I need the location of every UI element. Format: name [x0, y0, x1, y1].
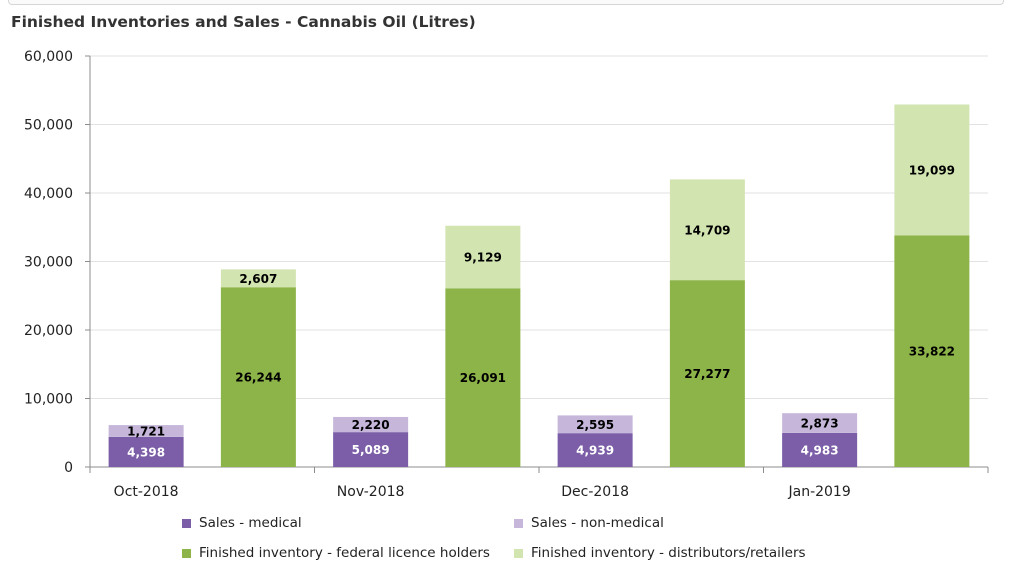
y-tick-label: 60,000 [24, 49, 73, 65]
data-label: 27,277 [684, 367, 730, 381]
x-tick-label: Jan-2019 [787, 484, 850, 500]
data-label: 2,595 [576, 418, 614, 432]
y-tick-label: 10,000 [24, 392, 73, 408]
data-label: 2,220 [352, 418, 390, 432]
data-label: 2,873 [801, 417, 839, 431]
bar-finished-inventory-distributors-retailers [669, 179, 745, 281]
bar-finished-inventory-federal-licence-holders [220, 287, 296, 467]
data-label: 5,089 [352, 443, 390, 457]
data-label: 4,983 [801, 443, 839, 457]
bar-sales-non-medical [333, 416, 409, 433]
x-tick-label: Nov-2018 [337, 484, 405, 500]
y-tick-label: 20,000 [24, 323, 73, 339]
bar-sales-medical [108, 436, 184, 467]
data-label: 26,244 [235, 371, 281, 385]
bar-finished-inventory-distributors-retailers [894, 104, 970, 236]
y-tick-label: 50,000 [24, 118, 73, 134]
data-label: 2,607 [239, 272, 277, 286]
x-tick-label: Dec-2018 [561, 484, 629, 500]
data-label: 1,721 [127, 424, 165, 438]
data-label: 4,398 [127, 445, 165, 459]
data-label: 9,129 [464, 251, 502, 265]
bar-finished-inventory-federal-licence-holders [894, 235, 970, 467]
y-tick-label: 0 [64, 460, 73, 476]
bar-finished-inventory-distributors-retailers [445, 225, 521, 289]
data-label: 26,091 [460, 371, 506, 385]
bar-sales-medical [782, 432, 858, 467]
bar-sales-non-medical [108, 425, 184, 437]
bar-finished-inventory-federal-licence-holders [669, 280, 745, 467]
y-tick-label: 40,000 [24, 186, 73, 202]
data-label: 19,099 [909, 163, 955, 177]
bar-finished-inventory-federal-licence-holders [445, 288, 521, 467]
x-tick-label: Oct-2018 [114, 484, 179, 500]
y-tick-label: 30,000 [24, 255, 73, 271]
bar-sales-non-medical [557, 415, 633, 434]
bar-finished-inventory-distributors-retailers [220, 269, 296, 288]
top-panel-edge [8, 0, 1004, 5]
bar-sales-medical [333, 432, 409, 467]
data-label: 33,822 [909, 345, 955, 359]
chart-title: Finished Inventories and Sales - Cannabi… [11, 13, 476, 31]
bar-sales-non-medical [782, 413, 858, 433]
data-label: 14,709 [684, 223, 730, 237]
data-label: 4,939 [576, 444, 614, 458]
bar-sales-medical [557, 433, 633, 467]
